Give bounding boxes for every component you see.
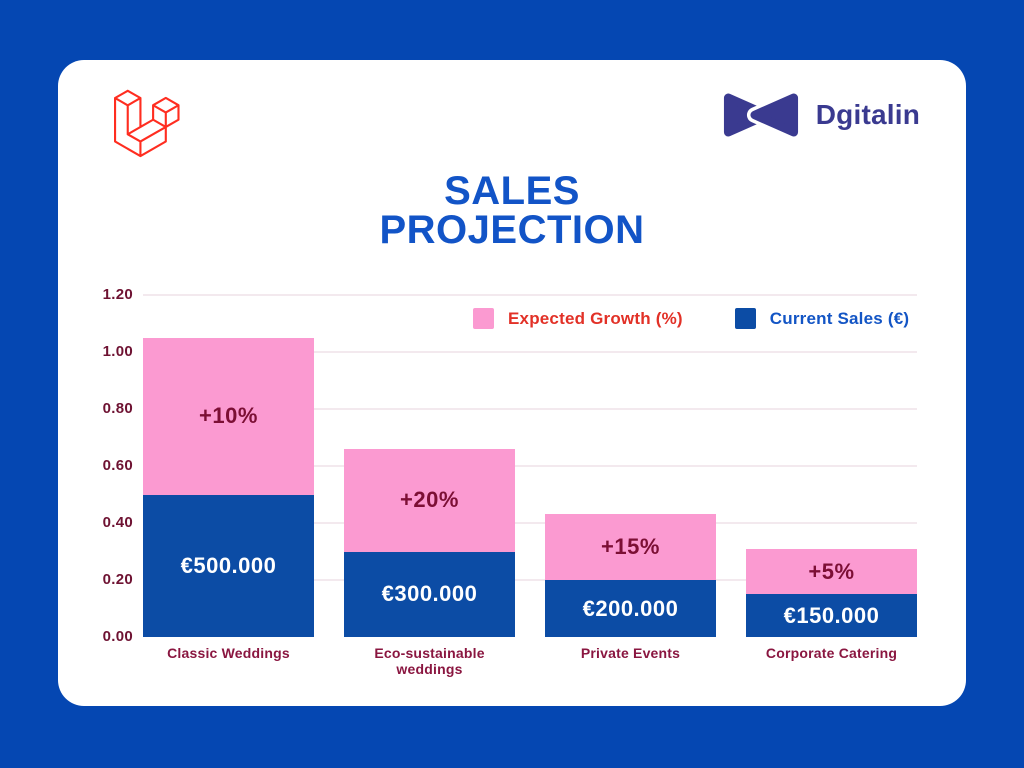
bar-segment-sales: €500.000 [143,494,314,637]
title-line-1: SALES [444,169,580,213]
slide-card: Dgitalin SALES PROJECTION 0.00 0.20 0.40 0.… [58,60,966,706]
x-category-label: Classic Weddings [167,645,290,661]
x-category-label: Eco-sustainable weddings [374,645,485,677]
gridline [143,351,917,353]
page-title: SALES PROJECTION [58,169,966,252]
legend-swatch [734,308,756,329]
dgitalin-logo: Dgitalin [722,86,920,144]
y-tick-label: 0.00 [102,628,133,645]
gridline [143,294,917,296]
bars-container: +10% €500.000 +20% €300.000 +15% €200.000 +5% €… [143,295,917,637]
bar-segment-growth: +10% [143,337,314,495]
sales-label: €300.000 [381,581,478,607]
growth-label: +5% [808,558,855,584]
bar-4: +5% €150.000 [746,549,917,637]
bar-3: +15% €200.000 [545,514,716,637]
sales-label: €500.000 [180,552,277,578]
y-tick-label: 1.20 [102,286,133,303]
growth-label: +15% [601,534,660,560]
laravel-logo-icon [114,89,180,158]
sales-label: €150.000 [783,602,880,628]
growth-label: +10% [199,403,258,429]
bar-segment-sales: €200.000 [545,580,716,637]
y-tick-label: 0.40 [102,514,133,531]
y-tick-label: 0.80 [102,400,133,417]
growth-label: +20% [400,487,459,513]
x-category-label: Private Events [580,645,681,661]
gridline [143,465,917,467]
bar-segment-growth: +15% [545,514,716,580]
sales-chart: 0.00 0.20 0.40 0.60 0.80 1.00 1.20 +10% €500.00… [58,286,966,695]
bar-segment-sales: €300.000 [344,551,515,637]
bar-segment-growth: +5% [746,549,917,595]
dgitalin-bowtie-icon [723,90,800,140]
y-tick-label: 0.60 [102,457,133,474]
bar-segment-growth: +20% [344,448,515,552]
gridline [143,579,917,581]
gridline [143,408,917,410]
y-tick-label: 1.00 [102,343,133,360]
plot-area: +10% €500.000 +20% €300.000 +15% €200.000 +5% €… [143,294,917,637]
bar-1: +10% €500.000 [143,337,314,637]
y-axis: 0.00 0.20 0.40 0.60 0.80 1.00 1.20 [58,286,133,645]
x-axis: Classic Weddings Eco-sustainable weddings… [143,645,917,677]
gridline [143,522,917,524]
title-line-2: PROJECTION [379,208,645,252]
legend-label: Expected Growth (%) [508,308,683,328]
legend-item: Current Sales (€) [734,308,910,329]
sales-label: €200.000 [582,595,679,621]
x-category-label: Corporate Catering [765,645,898,661]
legend-item: Expected Growth (%) [473,308,683,329]
brand-name: Dgitalin [815,99,920,130]
y-tick-label: 0.20 [102,571,133,588]
bar-2: +20% €300.000 [344,448,515,637]
chart-legend: Expected Growth (%) Current Sales (€) [473,308,909,329]
legend-swatch [473,308,494,329]
legend-label: Current Sales (€) [769,308,910,328]
bar-segment-sales: €150.000 [746,594,917,637]
